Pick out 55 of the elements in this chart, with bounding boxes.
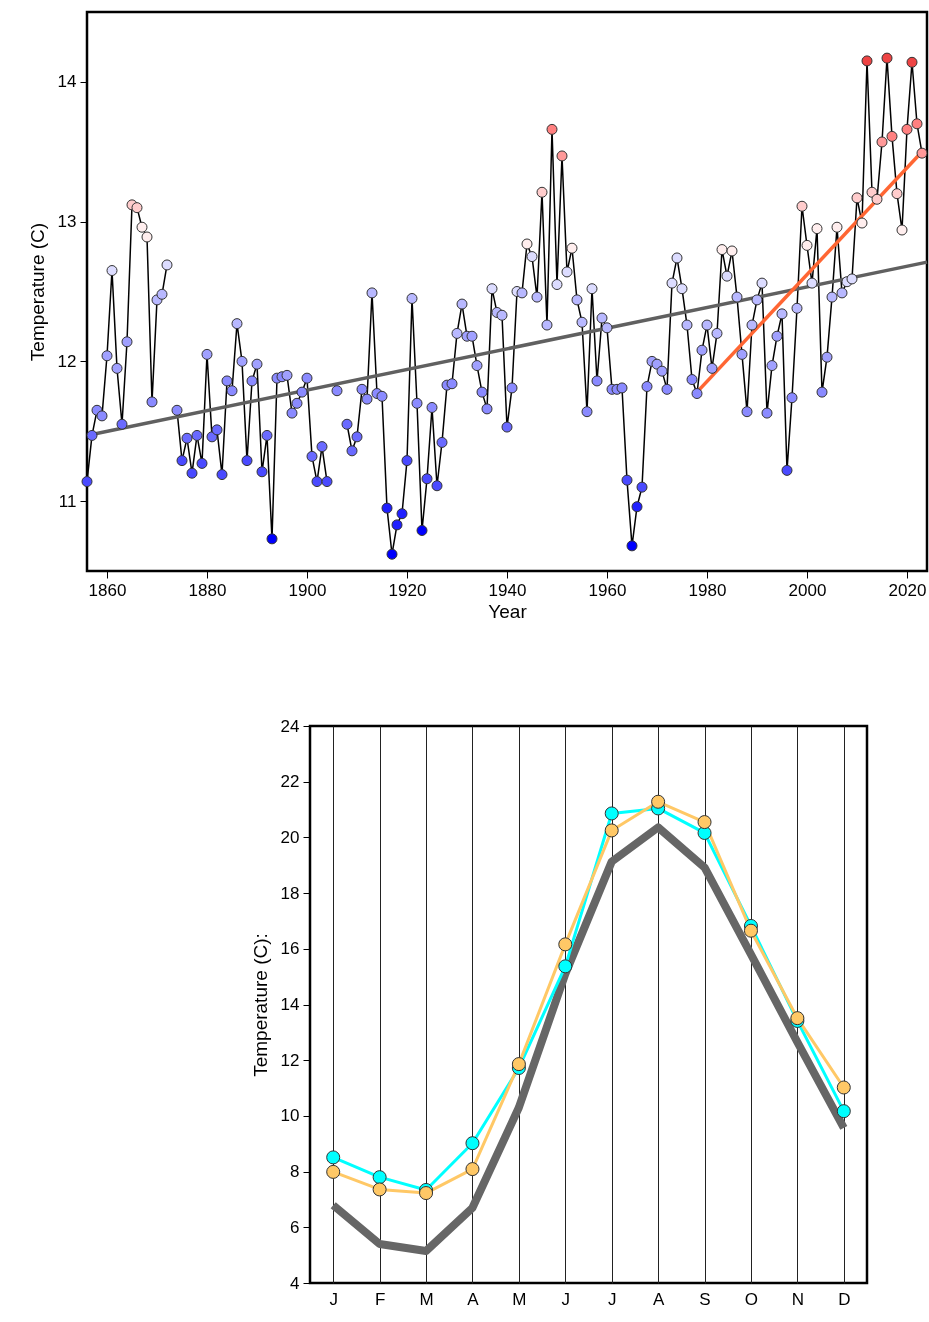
point <box>465 1162 480 1177</box>
x-tick-label: 2000 <box>788 580 827 600</box>
x-tick-label: 1920 <box>388 580 427 600</box>
y-tick-label: 10 <box>280 1106 300 1126</box>
point <box>326 1150 341 1165</box>
x-tick-label: A <box>652 1289 665 1309</box>
x-tick-label: 1860 <box>88 580 127 600</box>
y-tick-label: 12 <box>57 351 77 371</box>
point <box>836 1080 851 1095</box>
y-tick-label: 24 <box>280 716 300 736</box>
point <box>836 1104 851 1119</box>
point <box>697 815 712 830</box>
x-axis-title: Year <box>488 600 528 622</box>
x-tick-label: S <box>699 1289 711 1309</box>
y-tick-label: 12 <box>280 1050 300 1070</box>
x-tick-label: 1980 <box>688 580 727 600</box>
y-tick-label: 22 <box>280 772 300 792</box>
x-tick-label: M <box>512 1289 527 1309</box>
point <box>604 823 619 838</box>
x-tick-label: 1940 <box>488 580 527 600</box>
y-tick-label: 18 <box>280 883 300 903</box>
x-tick-label: 1880 <box>188 580 227 600</box>
point <box>651 794 666 809</box>
y-tick-label: 6 <box>290 1217 300 1237</box>
x-tick-label: O <box>744 1289 759 1309</box>
y-tick-label: 8 <box>290 1162 300 1182</box>
point <box>465 1136 480 1151</box>
y-tick-label: 16 <box>280 939 300 959</box>
point <box>743 923 758 938</box>
y-axis-title: Temperature (C): <box>249 933 271 1077</box>
y-axis-title: Temperature (C) <box>26 222 48 362</box>
y-tick-label: 13 <box>57 212 77 232</box>
y-tick-label: 14 <box>57 72 77 92</box>
x-tick-label: J <box>561 1289 571 1309</box>
point <box>558 959 573 974</box>
y-tick-label: 14 <box>280 995 300 1014</box>
point <box>372 1170 387 1185</box>
y-tick-label: 11 <box>58 491 77 511</box>
x-tick-label: D <box>838 1289 851 1309</box>
x-tick-label: J <box>329 1289 338 1309</box>
point <box>372 1182 387 1197</box>
point <box>558 937 573 952</box>
point <box>604 806 619 821</box>
x-tick-label: 2020 <box>888 580 927 600</box>
x-tick-label: J <box>607 1289 617 1309</box>
x-tick-label: A <box>467 1289 480 1309</box>
point <box>326 1164 341 1179</box>
x-tick-label: M <box>419 1289 434 1309</box>
y-tick-label: 4 <box>290 1273 300 1293</box>
x-tick-label: 1900 <box>288 580 327 600</box>
x-tick-label: 1960 <box>588 580 627 600</box>
x-tick-label: N <box>791 1289 805 1309</box>
x-tick-label: F <box>374 1289 386 1309</box>
point <box>419 1186 434 1201</box>
y-tick-label: 20 <box>280 827 300 847</box>
